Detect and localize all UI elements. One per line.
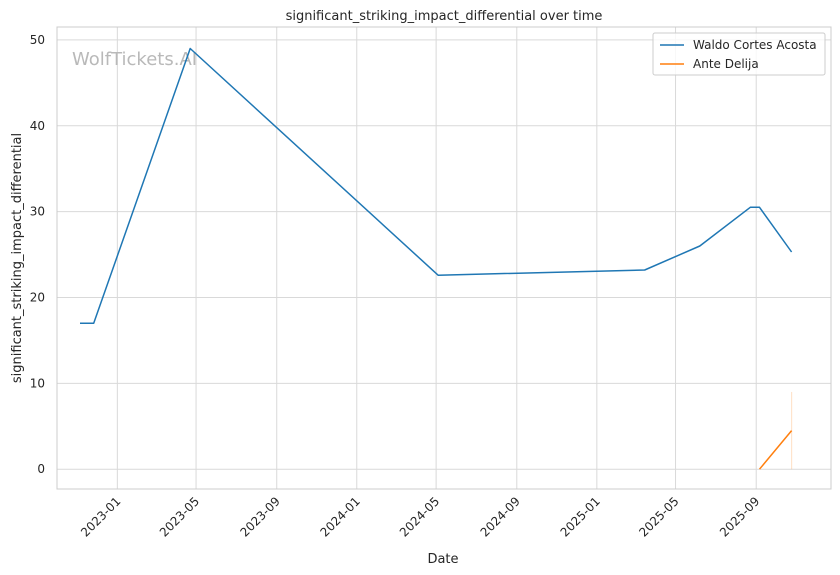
x-axis-label: Date <box>427 552 458 567</box>
series-line-waldo-cortes-acosta <box>80 47 793 325</box>
chart-title: significant_striking_impact_differential… <box>286 9 603 24</box>
series-layer <box>79 47 793 470</box>
y-tick-label: 30 <box>30 205 45 219</box>
legend-label-ante-delija: Ante Delija <box>693 57 759 71</box>
legend-label-waldo-cortes-acosta: Waldo Cortes Acosta <box>693 38 817 52</box>
y-axis-ticks: 0 10 20 30 40 50 <box>30 33 45 476</box>
y-tick-label: 40 <box>30 119 45 133</box>
y-tick-label: 50 <box>30 33 45 47</box>
grid <box>57 27 831 489</box>
legend: Waldo Cortes Acosta Ante Delija <box>652 32 826 76</box>
y-tick-label: 0 <box>37 462 45 476</box>
legend-box <box>652 32 826 76</box>
y-tick-label: 20 <box>30 291 45 305</box>
plot-area <box>56 26 832 490</box>
watermark-text: WolfTickets.AI <box>72 49 197 70</box>
series-line-ante-delija <box>758 430 793 470</box>
y-tick-label: 10 <box>30 376 45 390</box>
y-axis-label: significant_striking_impact_differential <box>10 133 25 383</box>
